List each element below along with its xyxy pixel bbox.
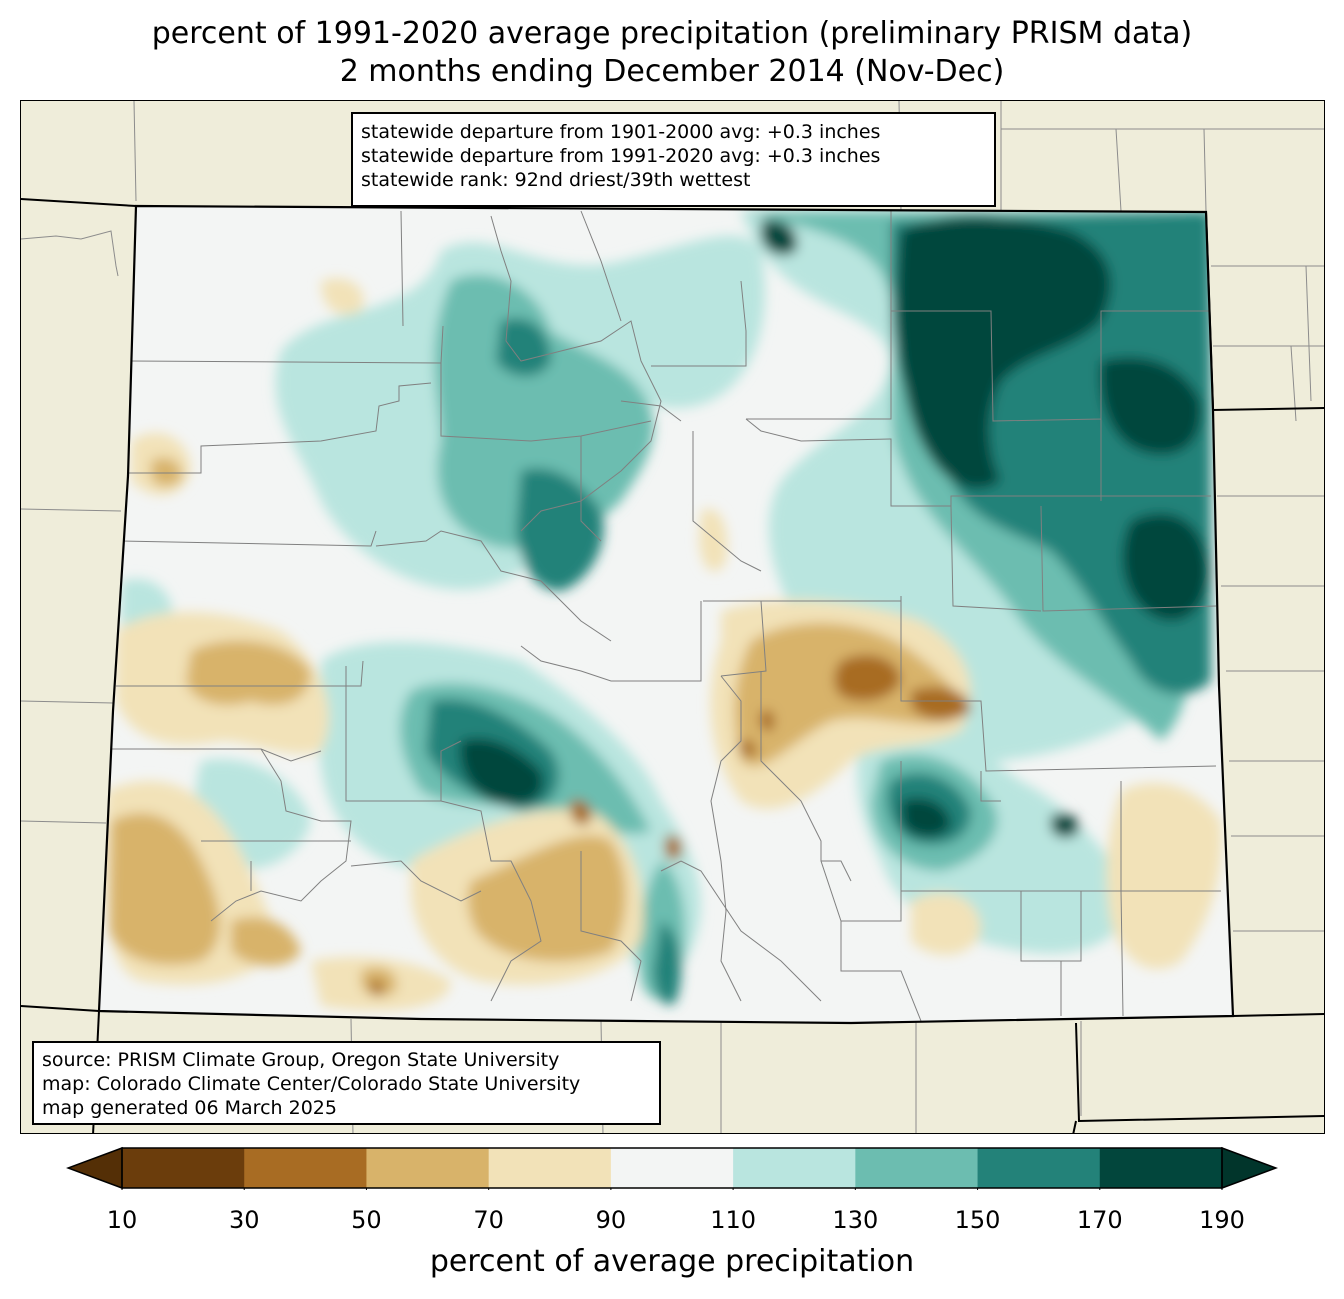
colorbar-tick-label: 110 <box>710 1206 757 1234</box>
colorbar-bin-5 <box>733 1148 856 1188</box>
source-line-generated: map generated 06 March 2025 <box>42 1097 337 1119</box>
colorado-county-lines <box>111 210 1221 1022</box>
stats-departure-1901-2000: statewide departure from 1901-2000 avg: … <box>361 121 881 143</box>
colorbar-bin-8 <box>1099 1148 1223 1188</box>
source-credit-box: source: PRISM Climate Group, Oregon Stat… <box>32 1041 661 1125</box>
map-panel: statewide departure from 1901-2000 avg: … <box>20 100 1325 1134</box>
colorado-precip-map <box>21 101 1324 1133</box>
colorbar-tick-label: 30 <box>228 1206 260 1234</box>
colorbar-tick-label: 150 <box>954 1206 1001 1234</box>
colorbar-tick-label: 70 <box>473 1206 504 1234</box>
colorbar-over-arrow <box>1221 1146 1278 1190</box>
colorbar-bin-2 <box>366 1148 490 1188</box>
colorado-border <box>97 204 1235 1025</box>
source-line-map: map: Colorado Climate Center/Colorado St… <box>42 1073 581 1095</box>
colorbar-tick-label: 50 <box>351 1206 382 1234</box>
colorbar-tick-label: 170 <box>1076 1206 1123 1234</box>
colorbar-tick-label: 130 <box>832 1206 879 1234</box>
colorbar-tick-label: 10 <box>106 1206 138 1234</box>
statewide-stats-box: statewide departure from 1901-2000 avg: … <box>351 112 996 207</box>
stats-departure-1991-2020: statewide departure from 1991-2020 avg: … <box>361 145 881 167</box>
colorbar-bin-6 <box>855 1148 979 1188</box>
colorbar-bin-3 <box>488 1148 612 1188</box>
map-title-line-2: 2 months ending December 2014 (Nov-Dec) <box>339 54 1005 89</box>
source-line-prism: source: PRISM Climate Group, Oregon Stat… <box>42 1049 560 1071</box>
colorbar-under-arrow <box>66 1146 123 1190</box>
colorbar <box>66 1146 1278 1190</box>
colorbar-tick-label: 190 <box>1199 1206 1245 1234</box>
colorbar-tick-label: 90 <box>595 1206 627 1234</box>
stats-rank: statewide rank: 92nd driest/39th wettest <box>361 169 751 191</box>
colorbar-bin-7 <box>977 1148 1101 1188</box>
colorbar-outline <box>121 1147 1223 1189</box>
precip-field <box>99 206 1233 1023</box>
map-title-line-1: percent of 1991-2020 average precipitati… <box>151 16 1193 51</box>
colorbar-bin-4 <box>610 1148 734 1188</box>
colorbar-label: percent of average precipitation <box>429 1244 915 1279</box>
colorbar-bin-0 <box>122 1148 245 1188</box>
colorbar-bin-1 <box>244 1148 367 1188</box>
